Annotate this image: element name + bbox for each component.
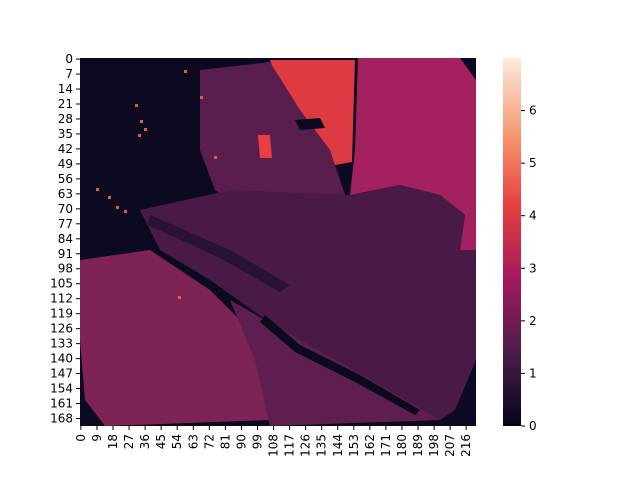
x-tick-label: 108 xyxy=(267,434,281,457)
x-tick-label: 36 xyxy=(138,434,152,449)
y-tick-label: 7 xyxy=(65,67,73,81)
x-tick-label: 126 xyxy=(299,434,313,457)
x-tick-label: 171 xyxy=(379,434,393,457)
colorbar-tick-label: 3 xyxy=(529,261,537,275)
colorbar: 0 1 2 3 4 5 6 xyxy=(503,58,537,433)
x-tick-label: 198 xyxy=(427,434,441,457)
x-tick-label: 63 xyxy=(186,434,200,449)
y-tick-label: 56 xyxy=(58,172,73,186)
y-tick-label: 0 xyxy=(65,52,73,66)
colorbar-tick-label: 6 xyxy=(529,104,537,118)
x-tick-label: 144 xyxy=(331,434,345,457)
y-tick-label: 126 xyxy=(50,322,73,336)
y-axis: 0714212835424956637077849198105112119126… xyxy=(50,52,80,426)
x-tick-label: 216 xyxy=(459,434,473,457)
y-tick-label: 161 xyxy=(50,397,73,411)
x-tick-label: 27 xyxy=(122,434,136,449)
y-tick-label: 35 xyxy=(58,127,73,141)
x-tick-label: 9 xyxy=(90,434,104,442)
y-tick-label: 77 xyxy=(58,217,73,231)
colorbar-tick-label: 1 xyxy=(529,366,537,380)
heatmap-region-right-panel xyxy=(350,58,476,250)
x-tick-label: 72 xyxy=(202,434,216,449)
y-tick-label: 119 xyxy=(50,307,73,321)
x-axis: 0 9 18 27 36 45 54 63 72 81 90 99 108 117 126 135 144 153… xyxy=(74,426,473,457)
colorbar-gradient xyxy=(503,58,521,426)
y-tick-label: 70 xyxy=(58,202,73,216)
heatmap-region-hot-spot xyxy=(270,60,355,165)
y-tick-label: 140 xyxy=(50,352,73,366)
y-tick-label: 154 xyxy=(50,382,73,396)
x-tick-label: 54 xyxy=(170,434,184,449)
y-tick-label: 28 xyxy=(58,112,73,126)
y-tick-label: 168 xyxy=(50,412,73,426)
x-tick-label: 81 xyxy=(218,434,232,449)
x-tick-label: 207 xyxy=(443,434,457,457)
colorbar-tick-label: 0 xyxy=(529,419,537,433)
y-tick-label: 49 xyxy=(58,157,73,171)
x-tick-label: 99 xyxy=(250,434,264,449)
colorbar-ticks: 0 1 2 3 4 5 6 xyxy=(521,104,537,433)
colorbar-tick-label: 4 xyxy=(529,209,537,223)
y-tick-label: 133 xyxy=(50,337,73,351)
x-tick-label: 180 xyxy=(395,434,409,457)
x-tick-label: 0 xyxy=(74,434,88,442)
heatmap-region-body xyxy=(140,185,476,420)
y-tick-label: 14 xyxy=(58,82,73,96)
heatmap-region-lower-left xyxy=(80,250,270,426)
x-tick-label: 135 xyxy=(315,434,329,457)
y-tick-label: 63 xyxy=(58,187,73,201)
y-tick-label: 84 xyxy=(58,232,73,246)
x-tick-label: 117 xyxy=(283,434,297,457)
heatmap-region-edge-shadow-2 xyxy=(148,215,290,292)
colorbar-tick-label: 5 xyxy=(529,156,537,170)
x-tick-label: 153 xyxy=(347,434,361,457)
y-tick-label: 112 xyxy=(50,292,73,306)
y-tick-label: 105 xyxy=(50,277,73,291)
heatmap-noise xyxy=(96,70,217,299)
y-tick-label: 91 xyxy=(58,247,73,261)
y-tick-label: 147 xyxy=(50,367,73,381)
x-tick-label: 18 xyxy=(106,434,120,449)
heatmap-plot-area xyxy=(80,58,476,426)
x-tick-label: 45 xyxy=(154,434,168,449)
colorbar-tick-label: 2 xyxy=(529,314,537,328)
y-tick-label: 21 xyxy=(58,97,73,111)
y-tick-label: 42 xyxy=(58,142,73,156)
x-tick-label: 90 xyxy=(234,434,248,449)
x-tick-label: 189 xyxy=(411,434,425,457)
heatmap-region-head xyxy=(200,62,345,220)
heatmap-region-spot xyxy=(258,135,272,158)
heatmap-region-eye xyxy=(295,118,325,130)
heatmap-region-edge-shadow xyxy=(260,315,420,415)
x-tick-label: 162 xyxy=(363,434,377,457)
y-tick-label: 98 xyxy=(58,262,73,276)
